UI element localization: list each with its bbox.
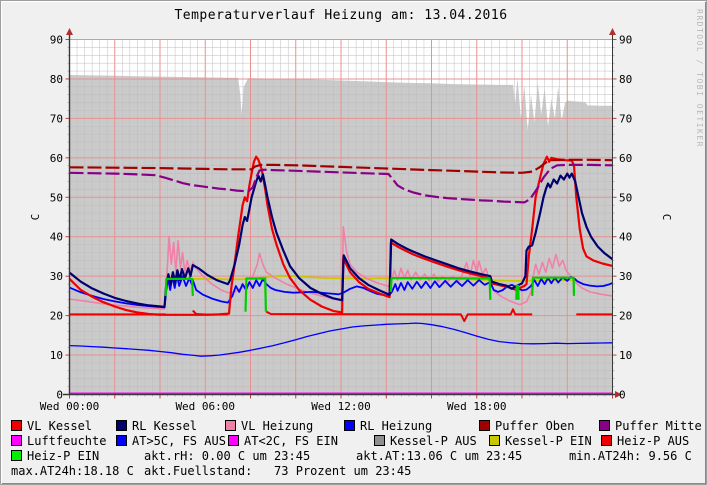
y-tick-label-right: 60 (619, 152, 632, 165)
legend-label: Puffer Oben (495, 419, 575, 433)
y-tick-label-left: 90 (50, 34, 63, 47)
legend-swatch-vl-heizung (225, 420, 236, 431)
legend-label: RL Heizung (360, 419, 433, 433)
stat-fuellstand: akt.Fuellstand: 73 Prozent um 23:45 (144, 464, 412, 478)
legend-swatch-kessel-p-aus (374, 435, 385, 446)
legend-item: VL Kessel (11, 420, 92, 432)
x-axis-arrow (615, 391, 622, 398)
legend-swatch-at-gt5 (116, 435, 127, 446)
y-axis-label-right: C (660, 214, 673, 221)
y-tick-label-right: 40 (619, 231, 632, 244)
series-heiz-p-ein (531, 276, 576, 296)
series-heiz-p-ein (389, 277, 492, 300)
x-tick-label: Wed 06:00 (175, 400, 235, 413)
legend-item: Kessel-P EIN (489, 435, 592, 447)
y-tick-label-left: 20 (50, 310, 63, 323)
stat-max-at24h: max.AT24h:18.18 C (11, 464, 134, 478)
legend-swatch-kessel-p-ein (489, 435, 500, 446)
legend-label: RL Kessel (132, 419, 198, 433)
y-tick-label-right: 80 (619, 73, 632, 86)
legend-label: AT>5C, FS AUS (132, 434, 226, 448)
y-tick-label-left: 0 (56, 389, 63, 402)
y-tick-label-right: 30 (619, 270, 632, 283)
legend-label: VL Heizung (241, 419, 314, 433)
legend-item: Puffer Oben (479, 420, 574, 432)
y-axis-arrow-right (609, 28, 616, 35)
series-rl-heizung (69, 274, 613, 309)
stat-akt-rh: akt.rH: 0.00 C um 23:45 (144, 449, 311, 463)
legend-item: VL Heizung (225, 420, 313, 432)
y-axis-label-left: C (29, 214, 42, 221)
legend-item: RL Kessel (116, 420, 197, 432)
legend-item: RL Heizung (344, 420, 432, 432)
legend-swatch-vl-kessel (11, 420, 22, 431)
stat-min-at24h: min.AT24h: 9.56 C (569, 449, 692, 463)
legend-item: Kessel-P AUS (374, 435, 477, 447)
y-tick-label-left: 40 (50, 231, 63, 244)
series-heiz-p-ein (515, 284, 520, 300)
legend-swatch-puffer-mitte (599, 420, 610, 431)
series-rl-kessel (68, 172, 614, 308)
x-tick-label: Wed 18:00 (447, 400, 507, 413)
legend-item: AT<2C, FS EIN (228, 435, 338, 447)
y-tick-label-left: 50 (50, 191, 63, 204)
series-puffer-mitte (69, 163, 613, 204)
legend-label: Kessel-P EIN (505, 434, 592, 448)
legend-label: Heiz-P EIN (27, 449, 100, 463)
y-tick-label-right: 50 (619, 191, 632, 204)
chart-title: Temperaturverlauf Heizung am: 13.04.2016 (174, 8, 508, 23)
legend-swatch-at-lt2 (228, 435, 239, 446)
y-tick-label-left: 30 (50, 270, 63, 283)
rrdtool-watermark: RRDTOOL / TOBI OETIKER (695, 9, 704, 148)
series-at-aussentemp (69, 322, 613, 357)
legend-label: Luftfeuchte (27, 434, 107, 448)
legend-swatch-rl-kessel (116, 420, 127, 431)
y-tick-label-right: 0 (619, 389, 626, 402)
y-tick-label-left: 70 (50, 112, 63, 125)
legend-item: Luftfeuchte (11, 435, 106, 447)
legend-swatch-puffer-oben (479, 420, 490, 431)
legend-item: Puffer Mitte (599, 420, 702, 432)
y-tick-label-right: 20 (619, 310, 632, 323)
chart-plot-area: 0 0 10 10 20 20 30 30 40 40 50 50 60 60 70 70 80 80 90 90 We… (29, 28, 673, 413)
legend-swatch-rl-heizung (344, 420, 355, 431)
y-tick-label-left: 10 (50, 349, 63, 362)
legend-label: Kessel-P AUS (390, 434, 477, 448)
legend-label: Puffer Mitte (615, 419, 702, 433)
x-tick-label: Wed 12:00 (311, 400, 371, 413)
series-heiz-p-ein (164, 277, 194, 296)
y-tick-label-right: 10 (619, 349, 632, 362)
x-tick-label: Wed 00:00 (40, 400, 100, 413)
series-puffer-oben (69, 158, 613, 174)
y-tick-label-right: 70 (619, 112, 632, 125)
legend-item: Heiz-P EIN (11, 450, 99, 462)
series-heiz-p-aus (265, 308, 533, 323)
series-vl-kessel (68, 155, 613, 316)
legend-item: Heiz-P AUS (601, 435, 689, 447)
y-tick-label-left: 60 (50, 152, 63, 165)
legend-item: AT>5C, FS AUS (116, 435, 226, 447)
legend-label: VL Kessel (27, 419, 93, 433)
y-tick-label-right: 90 (619, 34, 632, 47)
y-axis-arrow-left (66, 28, 73, 35)
legend-label: AT<2C, FS EIN (244, 434, 338, 448)
stat-akt-at: akt.AT:13.06 C um 23:45 (356, 449, 523, 463)
legend-swatch-heiz-p-aus (601, 435, 612, 446)
legend-label: Heiz-P AUS (617, 434, 690, 448)
series-heiz-p-ein (244, 277, 267, 312)
legend-swatch-luftfeuchte (11, 435, 22, 446)
y-tick-label-left: 80 (50, 73, 63, 86)
legend-swatch-heiz-p-ein (11, 450, 22, 461)
